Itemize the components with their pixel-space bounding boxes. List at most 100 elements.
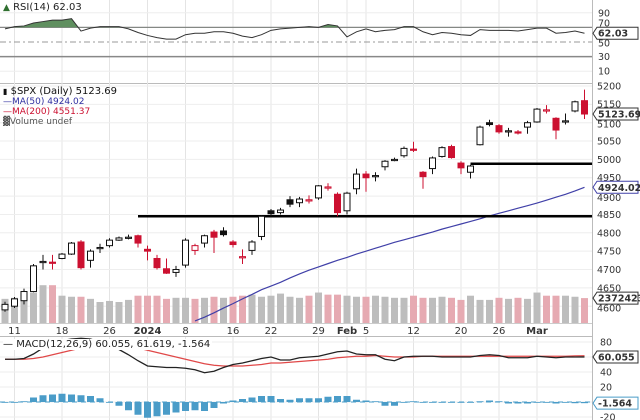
macd-histogram-bar	[115, 402, 123, 406]
candlestick	[68, 241, 75, 255]
macd-histogram-bar	[1, 402, 9, 403]
candlestick	[239, 249, 246, 264]
candlestick	[533, 108, 541, 123]
volume-bar	[543, 295, 550, 323]
volume-bar	[277, 293, 284, 323]
macd-histogram-bar	[20, 401, 28, 403]
candle-body	[182, 239, 189, 266]
candle-body	[571, 101, 579, 112]
candlestick	[543, 105, 550, 114]
candle-body	[87, 250, 94, 261]
candle-body	[68, 242, 75, 255]
x-tick-label: 2024	[134, 326, 162, 337]
price-tick-label: 4850	[597, 210, 621, 221]
candle-body	[267, 210, 275, 215]
volume-bar	[248, 294, 256, 323]
volume-bar	[229, 296, 237, 323]
candle-body	[106, 239, 113, 247]
volume-bar	[239, 295, 246, 323]
volume-bar	[30, 292, 37, 323]
volume-legend-text: Volume undef	[9, 117, 73, 127]
ma50-line	[194, 186, 585, 322]
candle-body	[562, 120, 569, 123]
candlestick	[305, 195, 313, 204]
volume-bar	[562, 295, 569, 323]
candlestick	[286, 196, 294, 208]
candle-body	[296, 198, 303, 204]
candlestick	[1, 301, 9, 312]
candlestick	[343, 191, 351, 215]
macd-histogram-bar	[410, 401, 417, 403]
volume-last-value: 2372423	[598, 294, 640, 305]
volume-bar	[106, 300, 113, 323]
volume-bar	[68, 296, 75, 323]
price-tick-label: 4700	[597, 265, 621, 276]
volume-bar	[144, 295, 151, 323]
ma50-legend: —MA(50) 4924.02	[3, 97, 84, 108]
volume-bar	[20, 296, 28, 323]
candlestick	[324, 183, 332, 191]
candlestick	[505, 127, 512, 137]
candlestick	[514, 130, 522, 135]
candle-body	[315, 185, 322, 199]
volume-bar	[362, 296, 370, 323]
volume-bar	[400, 297, 408, 323]
hist-last-value: -1.564	[598, 399, 632, 410]
candlestick	[134, 234, 142, 248]
macd-histogram-bar	[49, 394, 56, 402]
rsi-icon: ▲	[3, 3, 10, 13]
x-tick-label: 12	[407, 326, 420, 337]
macd-histogram-bar	[134, 402, 142, 415]
macd-line-icon: —	[3, 339, 13, 350]
candlestick	[106, 238, 113, 248]
candlestick	[220, 227, 227, 237]
volume-bar	[305, 295, 313, 323]
macd-last-value-box	[592, 350, 639, 364]
macd-histogram-bar	[11, 402, 18, 403]
candle-body	[77, 241, 85, 269]
macd-histogram-bar	[486, 400, 493, 402]
candlestick-icon: ▮	[3, 87, 8, 96]
candle-body	[286, 199, 294, 205]
volume-bar	[258, 296, 265, 323]
volume-bar	[324, 294, 332, 323]
candle-body	[115, 237, 123, 241]
volume-bar	[125, 299, 132, 323]
macd-histogram-bar	[277, 399, 284, 402]
macd-histogram-bar	[448, 402, 455, 403]
volume-bar	[419, 297, 427, 323]
candle-body	[153, 257, 161, 269]
macd-histogram-bar	[543, 402, 550, 403]
ma50-last-value-box	[592, 180, 639, 194]
rsi-tick-label: 50	[598, 39, 610, 50]
macd-histogram-bar	[239, 399, 246, 402]
macd-legend: — MACD(12,26,9) 60.055, 61.619, -1.564	[3, 339, 213, 350]
macd-histogram-bar	[153, 402, 161, 417]
macd-legend-text: MACD(12,26,9) 60.055, 61.619, -1.564	[16, 339, 211, 350]
ma200-line-icon: —	[3, 107, 12, 117]
volume-bar	[391, 297, 398, 323]
macd-histogram-bar	[77, 395, 85, 402]
ma200-legend: —MA(200) 4551.37	[3, 107, 90, 118]
x-tick-label: 11	[8, 326, 21, 337]
candle-body	[258, 215, 265, 237]
macd-histogram-bar	[191, 402, 199, 411]
candlestick	[96, 243, 104, 253]
rsi-tick-label: 70	[598, 19, 610, 30]
candlestick	[182, 238, 189, 268]
ma50-legend-text: MA(50) 4924.02	[12, 97, 85, 107]
candlestick	[77, 240, 85, 270]
macd-histogram-bar	[87, 396, 94, 402]
volume-bar	[334, 294, 341, 323]
volume-bar	[448, 297, 455, 323]
candle-body	[191, 245, 199, 251]
candlestick	[258, 215, 265, 241]
candlestick	[362, 171, 370, 192]
candlestick	[581, 89, 588, 120]
candle-body	[372, 175, 379, 178]
candle-body	[343, 192, 351, 212]
volume-bar	[286, 296, 294, 323]
candle-body	[448, 146, 455, 159]
candlestick	[381, 160, 389, 171]
